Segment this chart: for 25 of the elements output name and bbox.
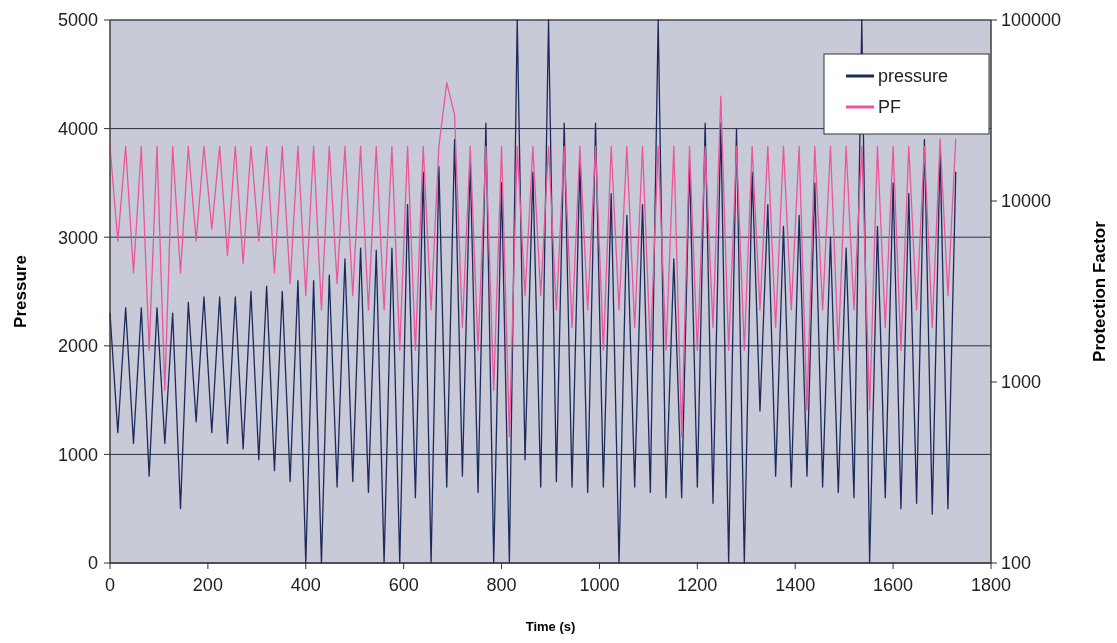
y-axis-title: Pressure bbox=[11, 255, 30, 328]
y2-tick-label: 100 bbox=[1001, 553, 1032, 574]
y-tick-label: 2000 bbox=[57, 336, 98, 357]
x-axis-title: Time (s) bbox=[525, 619, 576, 634]
legend-label: PF bbox=[878, 97, 902, 118]
y-tick-label: 4000 bbox=[57, 118, 98, 139]
x-tick-label: 1000 bbox=[579, 575, 620, 595]
y-tick-label: 3000 bbox=[57, 227, 98, 248]
y-tick-label: 0 bbox=[87, 553, 98, 574]
x-tick-label: 1400 bbox=[775, 575, 816, 595]
x-tick-label: 400 bbox=[290, 575, 321, 595]
x-tick-label: 800 bbox=[486, 575, 517, 595]
x-tick-label: 0 bbox=[104, 575, 116, 595]
x-tick-label: 1800 bbox=[970, 575, 1012, 595]
x-tick-label: 1200 bbox=[677, 575, 718, 595]
y2-tick-label: 100000 bbox=[1001, 10, 1062, 31]
x-tick-label: 200 bbox=[192, 575, 223, 595]
y2-tick-label: 10000 bbox=[1001, 191, 1052, 212]
y2-axis-title: Protection Factor bbox=[1090, 220, 1109, 362]
y-tick-label: 1000 bbox=[57, 444, 98, 465]
y-tick-label: 5000 bbox=[57, 10, 98, 31]
legend-label: pressure bbox=[878, 66, 949, 87]
x-tick-label: 600 bbox=[388, 575, 419, 595]
y2-tick-label: 1000 bbox=[1001, 372, 1042, 393]
x-tick-label: 1600 bbox=[873, 575, 914, 595]
